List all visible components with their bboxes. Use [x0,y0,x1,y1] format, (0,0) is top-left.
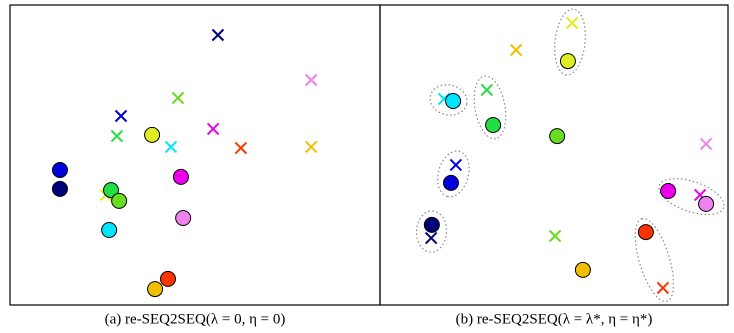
cross-point [565,16,579,30]
circle-point [660,183,677,199]
circle-point [574,261,591,278]
cross-point [304,140,318,154]
cluster-outline [429,84,468,116]
cross-point [424,231,438,245]
cross-point [171,91,185,105]
circle-point [423,216,440,233]
circle-point [445,93,462,109]
cluster-outline [634,217,675,303]
circle-point [442,174,459,191]
circle-point [147,281,164,298]
cross-point [480,83,494,97]
cross-point [211,28,225,42]
circle-point [51,162,68,178]
caption: (a) re-SEQ2SEQ(λ = 0, η = 0) [105,311,286,327]
cross-point [110,129,124,143]
cross-point [234,141,248,155]
panel-frame [379,4,729,306]
caption: (b) re-SEQ2SEQ(λ = λ*, η = η*) [456,311,653,327]
circle-point [101,222,118,238]
cross-point [449,158,463,172]
circle-point [485,117,502,133]
circle-point [559,53,576,70]
circle-point [144,126,161,143]
circle-point [175,210,192,226]
cross-point [699,137,713,151]
cluster-outline [658,178,725,216]
panel-frame [9,4,381,306]
cross-point [206,122,220,136]
circle-point [637,224,654,241]
cross-point [509,43,523,57]
circle-point [103,182,120,199]
cluster-outline [437,150,470,198]
circle-point [549,128,566,145]
cross-point [114,109,128,123]
circle-point [51,180,68,197]
cross-point [548,229,562,243]
circle-point [159,270,176,287]
cluster-outline [554,8,586,76]
cross-point [656,281,670,295]
cross-point [304,73,318,87]
circle-point [698,195,715,212]
cross-point [164,140,178,154]
circle-point [172,168,189,185]
circle-point [111,192,128,209]
